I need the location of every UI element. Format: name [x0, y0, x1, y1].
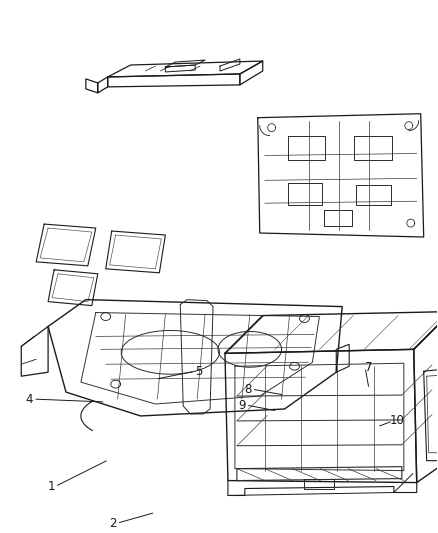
- Text: 2: 2: [109, 517, 117, 530]
- Text: 7: 7: [365, 361, 373, 374]
- Text: 1: 1: [47, 480, 55, 493]
- Text: 9: 9: [238, 399, 246, 411]
- Text: 10: 10: [389, 415, 404, 427]
- Text: 4: 4: [25, 392, 33, 406]
- Text: 5: 5: [195, 365, 203, 378]
- Text: 8: 8: [244, 383, 251, 395]
